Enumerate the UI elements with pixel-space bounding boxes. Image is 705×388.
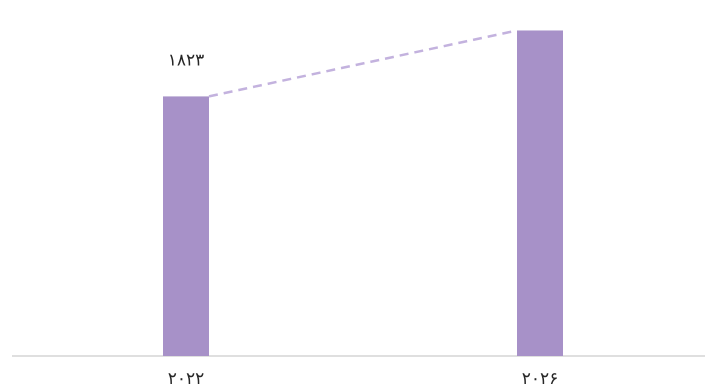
data-label-group: ۱۸۲۳ ۲۲۸۶ [168,0,559,70]
trend-line [208,29,518,98]
bar-0 [163,96,209,357]
x-tick-label-group: ۲۰۲۲ ۲۰۲۶ [168,369,559,388]
x-tick-label-0: ۲۰۲۲ [168,369,205,388]
bar-group [163,30,563,357]
x-tick-label-1: ۲۰۲۶ [522,369,559,388]
data-label-0: ۱۸۲۳ [168,50,205,70]
data-label-1: ۲۲۸۶ [522,0,559,4]
bar-1 [517,30,563,356]
